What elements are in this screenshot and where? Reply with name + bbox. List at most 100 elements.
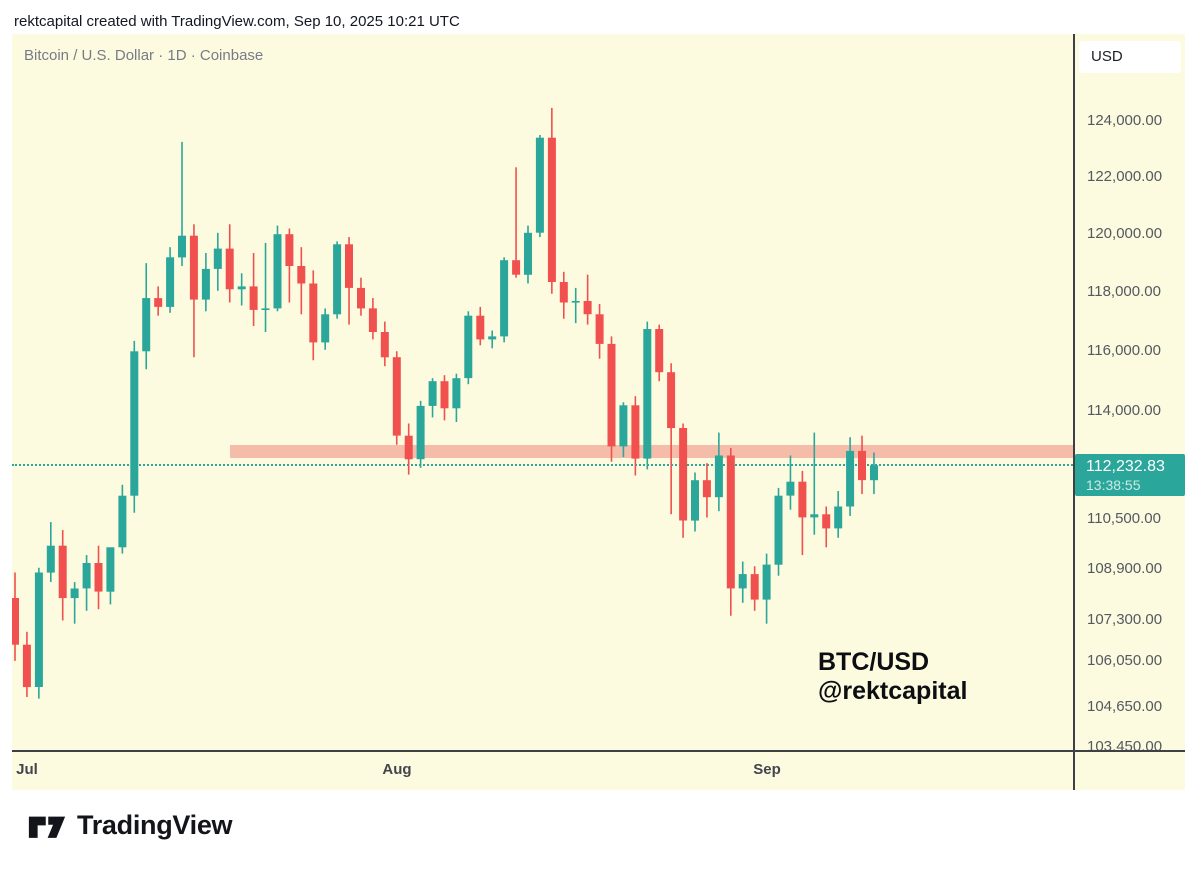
month-tick-label: Sep: [753, 761, 781, 778]
last-price-value: 112,232.83: [1086, 458, 1165, 475]
candle-body: [70, 588, 79, 599]
price-tick-label: 114,000.00: [1087, 402, 1161, 419]
candle-body: [714, 455, 723, 498]
candle-body: [201, 268, 210, 300]
candle-body: [12, 598, 19, 645]
candle-body: [34, 572, 43, 687]
candle-body: [82, 563, 91, 589]
candle-body: [500, 260, 509, 337]
candle-body: [559, 282, 568, 303]
candle-body: [130, 351, 139, 496]
candle-body: [512, 260, 521, 275]
price-axis[interactable]: 124,000.00 122,000.00 120,000.00 118,000.00…: [1075, 34, 1185, 750]
candle-body: [428, 381, 437, 406]
price-axis-separator: [1073, 34, 1075, 790]
candle-body: [583, 301, 592, 315]
watermark-symbol: BTC/USD: [818, 648, 930, 676]
candle-body: [22, 644, 31, 688]
price-tick-label: 116,000.00: [1087, 342, 1161, 359]
month-tick-label: Aug: [382, 761, 412, 778]
candle-body: [189, 235, 198, 300]
candle-body: [547, 137, 556, 282]
candle-body: [476, 315, 485, 340]
chart-container: Bitcoin / U.S. Dollar · 1D · Coinbase BT…: [12, 34, 1185, 790]
candle-body: [834, 506, 843, 529]
candle-body: [774, 495, 783, 565]
candle-body: [357, 287, 365, 309]
candle-body: [94, 563, 103, 592]
month-tick-label: Jul: [16, 761, 38, 778]
candle-body: [870, 465, 878, 481]
candle-body: [249, 286, 258, 310]
candle-body: [667, 372, 676, 429]
candle-body: [404, 435, 413, 460]
price-tick-label: 106,050.00: [1087, 652, 1163, 669]
price-tick-label: 110,500.00: [1087, 510, 1161, 527]
candle-body: [488, 336, 497, 340]
candle-countdown: 13:38:55: [1086, 477, 1141, 493]
candle-body: [213, 248, 222, 269]
candle-body: [261, 308, 270, 310]
price-tick-label: 120,000.00: [1087, 225, 1163, 242]
candle-body: [798, 481, 807, 518]
candle-body: [154, 298, 163, 307]
candle-body: [142, 298, 151, 352]
currency-toggle-button[interactable]: USD: [1079, 41, 1181, 73]
price-tick-label: 118,000.00: [1087, 283, 1161, 300]
tradingview-logo-icon: [28, 816, 66, 838]
chart-pane[interactable]: [12, 34, 1073, 750]
candle-body: [858, 450, 866, 481]
candle-body: [607, 343, 616, 447]
candle-body: [452, 378, 461, 409]
candle-body: [297, 266, 306, 284]
candle-body: [237, 286, 246, 290]
price-tick-label: 107,300.00: [1087, 611, 1163, 628]
time-axis-separator: [12, 750, 1185, 752]
candle-body: [58, 545, 67, 599]
candle-body: [380, 332, 389, 358]
candle-body: [738, 574, 747, 589]
price-tick-label: 122,000.00: [1087, 168, 1163, 185]
candle-body: [846, 450, 855, 507]
candle-body: [273, 234, 282, 309]
candle-body: [762, 564, 771, 600]
candle-body: [166, 257, 175, 307]
watermark-handle: @rektcapital: [818, 677, 968, 705]
candle-body: [368, 308, 377, 332]
last-price-badge: 112,232.83 13:38:55: [1075, 454, 1185, 496]
candle-body: [524, 232, 532, 275]
candle-body: [416, 405, 425, 460]
candle-body: [464, 315, 473, 379]
candle-body: [810, 514, 819, 518]
symbol-title: Bitcoin / U.S. Dollar · 1D · Coinbase: [24, 47, 264, 64]
candle-body: [655, 329, 664, 373]
candle-body: [535, 137, 544, 233]
candle-body: [46, 545, 55, 573]
candle-body: [392, 357, 401, 436]
candle-body: [178, 235, 186, 258]
candle-body: [702, 480, 711, 498]
candle-body: [726, 455, 735, 589]
attribution-text: rektcapital created with TradingView.com…: [14, 13, 460, 30]
candlestick-series: [12, 107, 878, 699]
candle-body: [333, 244, 342, 315]
candle-body: [691, 480, 699, 521]
candle-body: [106, 547, 115, 592]
candle-body: [679, 428, 688, 521]
candle-body: [631, 405, 640, 459]
candle-body: [285, 234, 294, 266]
candle-body: [619, 405, 628, 447]
price-tick-label: 104,650.00: [1087, 698, 1163, 715]
tradingview-branding[interactable]: TradingView: [28, 810, 233, 841]
price-tick-label: 124,000.00: [1087, 112, 1163, 129]
candle-body: [321, 314, 330, 343]
candle-body: [440, 381, 449, 409]
time-axis[interactable]: Jul Aug Sep: [12, 752, 1185, 790]
candle-body: [225, 248, 234, 290]
candle-body: [595, 314, 604, 344]
candle-body: [118, 495, 127, 548]
tradingview-logo-text: TradingView: [77, 810, 233, 840]
price-tick-label: 103,450.00: [1087, 738, 1163, 750]
candle-body: [822, 514, 831, 529]
